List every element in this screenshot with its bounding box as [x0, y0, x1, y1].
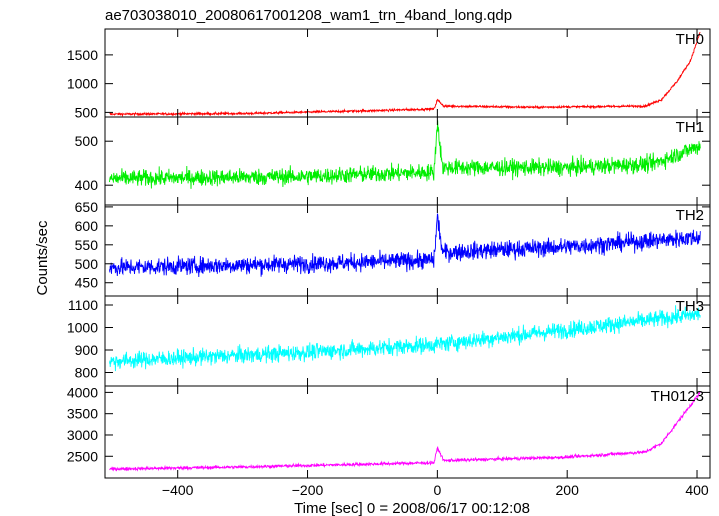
y-tick-label: 3500 — [67, 406, 98, 422]
y-tick-label: 650 — [75, 199, 99, 215]
y-tick-label: 400 — [75, 177, 99, 193]
x-tick-label: 400 — [685, 482, 709, 498]
panel-frame — [104, 295, 711, 387]
panel-label-th3: TH3 — [676, 298, 704, 315]
panel-th1: 400 500 TH1 — [75, 116, 711, 206]
y-tick-label: 3000 — [67, 427, 98, 443]
y-tick-label: 900 — [75, 342, 99, 358]
panel-label-th0: TH0 — [676, 31, 704, 48]
panel-th0123: 2500 3000 3500 4000 TH0123 — [67, 384, 711, 479]
y-tick-label: 450 — [75, 275, 99, 291]
panel-label-th2: TH2 — [676, 207, 704, 224]
y-tick-label: 500 — [75, 104, 99, 120]
panel-th2: 450 500 550 600 650 TH2 — [75, 199, 711, 297]
y-tick-label: 800 — [75, 365, 99, 381]
y-tick-label: 600 — [75, 218, 99, 234]
y-tick-label: 2500 — [67, 448, 98, 464]
y-tick-label: 500 — [75, 133, 99, 149]
panel-th3: 800 900 1000 1100 TH3 — [67, 295, 711, 387]
y-tick-label: 1000 — [67, 320, 98, 336]
series-line-th2 — [109, 213, 701, 278]
panel-label-th1: TH1 — [676, 119, 704, 136]
y-tick-label: 550 — [75, 237, 99, 253]
panel-frame — [104, 385, 711, 479]
y-axis-label: Counts/sec — [34, 220, 51, 296]
series-line-th1 — [109, 120, 701, 189]
x-axis-label: Time [sec] 0 = 2008/06/17 00:12:08 — [294, 500, 530, 516]
panel-label-th0123: TH0123 — [651, 388, 704, 405]
y-tick-label: 4000 — [67, 384, 98, 400]
x-tick-label: −200 — [292, 482, 324, 498]
y-tick-label: 1500 — [67, 47, 98, 63]
y-tick-label: 500 — [75, 256, 99, 272]
y-tick-label: 1000 — [67, 76, 98, 92]
chart-title: ae703038010_20080617001208_wam1_trn_4ban… — [105, 7, 512, 24]
x-tick-label: −400 — [162, 482, 194, 498]
y-tick-label: 1100 — [68, 297, 98, 313]
series-line-th0123 — [109, 391, 701, 472]
x-tick-label: 200 — [556, 482, 580, 498]
panels: 500 1000 1500 TH0 400 500 TH1 450 500 550 600 650 TH… — [67, 28, 711, 498]
panel-frame — [104, 28, 711, 118]
series-line-th3 — [109, 305, 701, 372]
panel-frame — [104, 204, 711, 297]
panel-th0: 500 1000 1500 TH0 — [67, 28, 711, 120]
series-line-th0 — [109, 31, 701, 118]
x-tick-label: 0 — [433, 482, 441, 498]
